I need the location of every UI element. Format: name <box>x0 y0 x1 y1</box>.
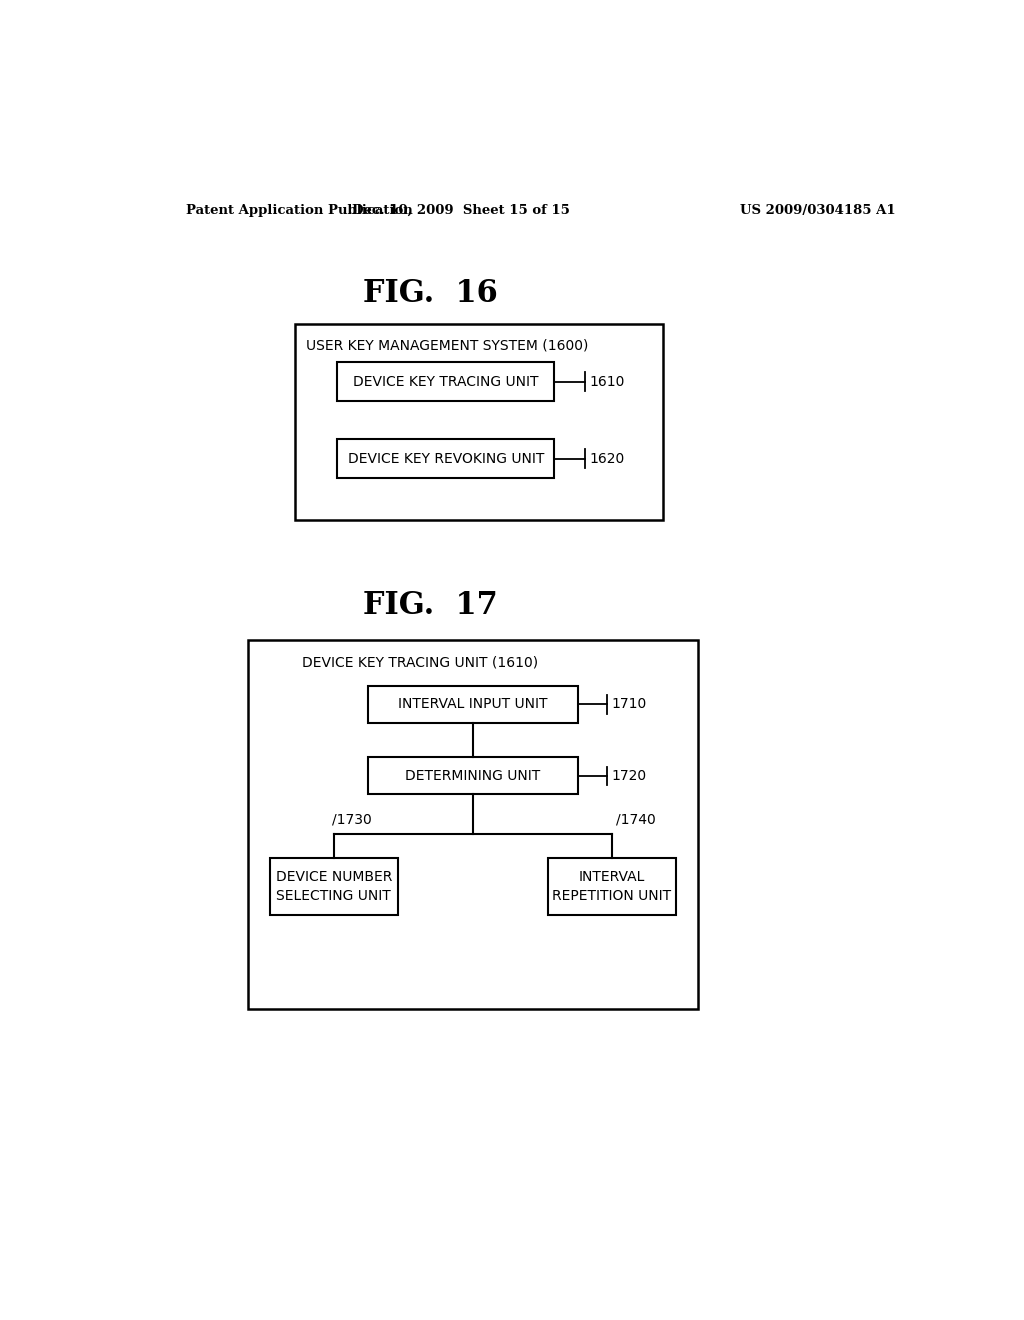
Bar <box>337 363 554 401</box>
Text: Dec. 10, 2009  Sheet 15 of 15: Dec. 10, 2009 Sheet 15 of 15 <box>352 205 570 218</box>
Text: US 2009/0304185 A1: US 2009/0304185 A1 <box>740 205 896 218</box>
Bar <box>270 858 397 915</box>
Text: 1710: 1710 <box>611 697 647 711</box>
Text: INTERVAL
REPETITION UNIT: INTERVAL REPETITION UNIT <box>552 870 672 903</box>
Text: /1740: /1740 <box>615 812 655 826</box>
Bar <box>295 323 663 520</box>
Text: DEVICE KEY REVOKING UNIT: DEVICE KEY REVOKING UNIT <box>347 451 544 466</box>
Text: FIG.  16: FIG. 16 <box>362 277 498 309</box>
Text: DEVICE KEY TRACING UNIT: DEVICE KEY TRACING UNIT <box>353 375 539 388</box>
Bar <box>369 758 578 795</box>
Text: /1730: /1730 <box>332 812 372 826</box>
Text: FIG.  17: FIG. 17 <box>362 590 498 620</box>
Text: DEVICE KEY TRACING UNIT (1610): DEVICE KEY TRACING UNIT (1610) <box>302 656 539 669</box>
Text: DETERMINING UNIT: DETERMINING UNIT <box>406 770 541 783</box>
Bar <box>337 440 554 478</box>
Text: DEVICE NUMBER
SELECTING UNIT: DEVICE NUMBER SELECTING UNIT <box>275 870 392 903</box>
Text: INTERVAL INPUT UNIT: INTERVAL INPUT UNIT <box>398 697 548 711</box>
Text: USER KEY MANAGEMENT SYSTEM (1600): USER KEY MANAGEMENT SYSTEM (1600) <box>306 338 589 352</box>
Text: 1720: 1720 <box>611 770 647 783</box>
Bar <box>548 858 676 915</box>
Text: 1620: 1620 <box>590 451 625 466</box>
Text: Patent Application Publication: Patent Application Publication <box>186 205 413 218</box>
Bar <box>248 640 697 1010</box>
Text: 1610: 1610 <box>590 375 626 388</box>
Bar <box>369 686 578 723</box>
